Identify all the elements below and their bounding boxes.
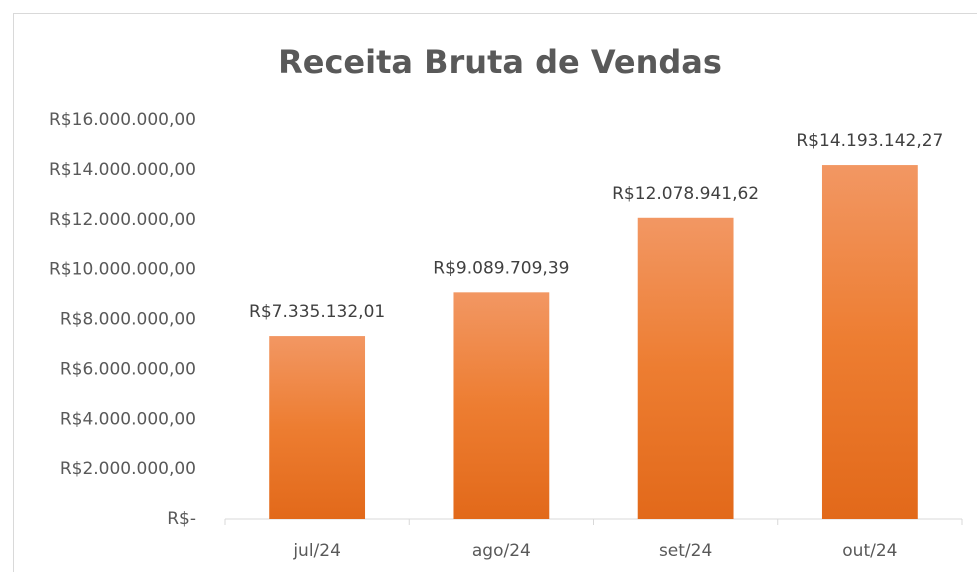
value-label: R$12.078.941,62 <box>612 184 759 204</box>
chart-title: Receita Bruta de Vendas <box>278 43 722 81</box>
y-tick-label: R$4.000.000,00 <box>60 409 196 429</box>
y-tick-label: R$8.000.000,00 <box>60 310 196 330</box>
value-label: R$7.335.132,01 <box>249 302 385 322</box>
y-tick-label: R$14.000.000,00 <box>49 160 196 180</box>
x-tick-label: out/24 <box>842 541 897 561</box>
x-tick-label: set/24 <box>659 541 712 561</box>
bar <box>821 165 918 519</box>
value-label: R$14.193.142,27 <box>796 131 943 151</box>
y-tick-label: R$10.000.000,00 <box>49 260 196 280</box>
bar <box>269 336 366 519</box>
y-tick-label: R$16.000.000,00 <box>49 110 196 130</box>
bar <box>453 292 550 519</box>
y-tick-label: R$2.000.000,00 <box>60 459 196 479</box>
x-tick-label: jul/24 <box>292 541 341 561</box>
y-tick-label: R$- <box>167 509 196 529</box>
x-tick-label: ago/24 <box>472 541 531 561</box>
y-tick-label: R$12.000.000,00 <box>49 210 196 230</box>
chart-frame <box>13 13 977 572</box>
y-tick-label: R$6.000.000,00 <box>60 359 196 379</box>
value-label: R$9.089.709,39 <box>433 258 569 278</box>
bar <box>637 217 734 520</box>
